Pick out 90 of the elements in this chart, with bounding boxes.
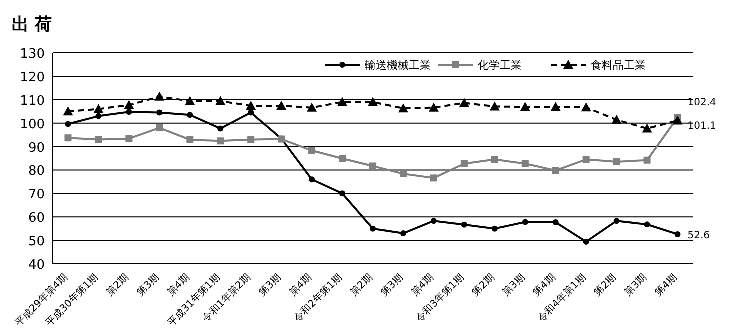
point <box>613 158 620 166</box>
y-tick-label: 40 <box>28 258 45 273</box>
point <box>126 109 132 116</box>
point <box>460 160 468 168</box>
point <box>308 147 316 154</box>
point <box>522 219 528 226</box>
point <box>186 136 194 144</box>
point <box>340 190 346 197</box>
x-tick-label: 第2期 <box>592 272 619 299</box>
point <box>124 100 134 110</box>
point <box>550 102 561 112</box>
chart-title: 出 荷 <box>12 15 52 35</box>
point <box>491 156 498 164</box>
point <box>428 102 439 112</box>
x-tick-label: 第4期 <box>652 272 680 299</box>
point <box>644 222 650 228</box>
data-label: 101.1 <box>688 120 716 132</box>
y-tick-label: 60 <box>28 211 45 226</box>
x-tick-label: 第4期 <box>530 272 558 299</box>
point <box>248 136 255 144</box>
point <box>672 116 683 125</box>
point <box>582 156 590 164</box>
point <box>400 170 407 178</box>
point <box>552 220 559 226</box>
legend-label: 食料品工業 <box>591 59 646 72</box>
point <box>461 222 468 228</box>
point <box>614 218 620 224</box>
x-tick-label: 第3期 <box>378 272 406 299</box>
data-label: 102.4 <box>688 98 716 109</box>
point <box>338 97 348 106</box>
point <box>276 100 287 110</box>
legend-label: 輸送機械工業 <box>365 59 431 72</box>
x-tick-label: 第2期 <box>104 272 132 299</box>
point <box>522 160 529 168</box>
data-label: 52.6 <box>688 230 710 242</box>
point <box>94 104 104 114</box>
point <box>400 230 406 237</box>
point <box>154 92 165 101</box>
point <box>217 138 224 145</box>
point <box>248 110 254 116</box>
x-tick-label: 第3期 <box>622 272 650 299</box>
point <box>581 102 592 112</box>
point <box>370 162 376 170</box>
point <box>156 124 164 132</box>
point <box>552 167 560 174</box>
point <box>216 96 226 106</box>
point <box>95 136 102 144</box>
point <box>246 100 256 110</box>
point <box>492 226 498 232</box>
point <box>430 174 438 182</box>
point <box>187 112 194 118</box>
point <box>459 98 470 108</box>
point <box>642 124 652 133</box>
x-tick-label: 第4期 <box>165 272 192 299</box>
point <box>185 96 196 106</box>
point <box>218 126 224 132</box>
point <box>126 135 133 142</box>
point <box>644 156 651 164</box>
point <box>430 218 437 224</box>
x-tick-label: 第2期 <box>470 272 498 299</box>
y-tick-label: 120 <box>20 70 45 86</box>
point <box>520 102 530 112</box>
point <box>398 104 408 113</box>
point <box>309 176 316 183</box>
point <box>370 226 376 232</box>
y-tick-label: 90 <box>28 140 45 156</box>
x-tick-label: 第4期 <box>287 272 314 299</box>
point <box>63 106 74 116</box>
point <box>339 155 346 162</box>
y-tick-label: 50 <box>28 234 45 250</box>
point <box>490 102 500 111</box>
x-tick-label: 第3期 <box>500 272 528 299</box>
y-tick-label: 130 <box>20 47 45 62</box>
point <box>96 113 102 120</box>
point <box>156 110 163 116</box>
x-tick-label: 第3期 <box>134 272 162 299</box>
y-tick-label: 100 <box>20 117 45 132</box>
y-tick-label: 80 <box>28 164 45 180</box>
point <box>368 97 378 106</box>
x-tick-label: 第2期 <box>348 272 376 299</box>
point <box>674 231 681 238</box>
y-tick-label: 110 <box>20 94 45 109</box>
x-tick-label: 第3期 <box>256 272 284 299</box>
point <box>65 121 72 128</box>
point <box>612 115 622 124</box>
point <box>307 102 318 112</box>
point <box>583 238 590 245</box>
point <box>64 134 72 142</box>
y-tick-label: 70 <box>28 188 45 203</box>
legend-label: 化学工業 <box>478 59 522 72</box>
